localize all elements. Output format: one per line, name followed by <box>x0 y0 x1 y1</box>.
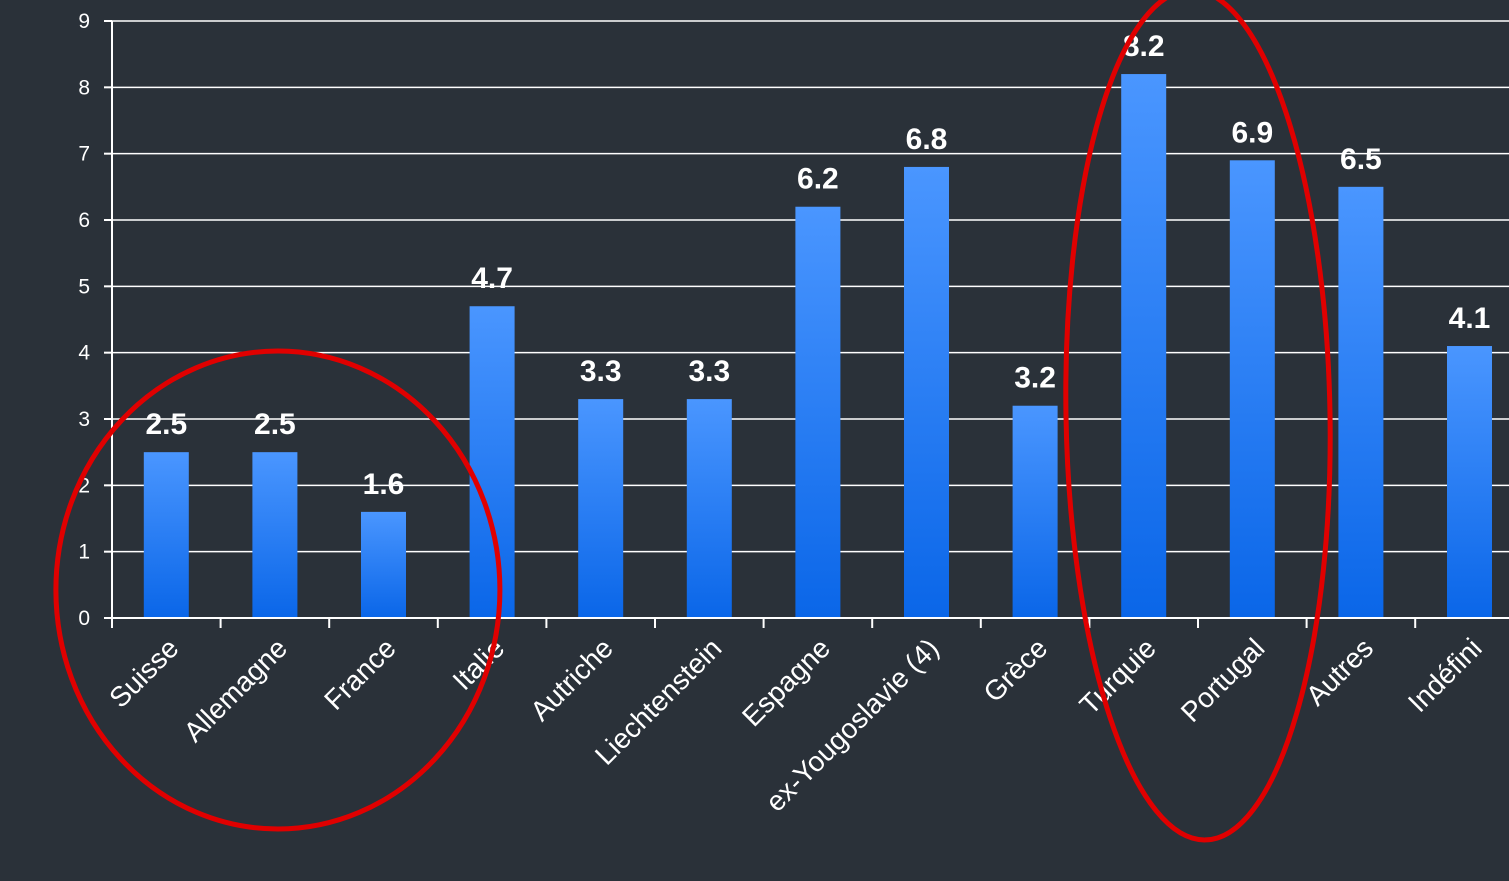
y-tick-label: 1 <box>78 541 90 564</box>
data-label: 3.3 <box>580 355 622 388</box>
category-label: Turquie <box>1074 632 1162 720</box>
data-label: 1.6 <box>363 468 405 501</box>
data-label: 6.2 <box>797 163 839 196</box>
bar <box>361 511 406 618</box>
bar <box>795 206 841 618</box>
data-label: 2.5 <box>254 408 296 441</box>
y-tick-label: 2 <box>78 474 90 497</box>
data-label: 2.5 <box>145 408 187 441</box>
y-tick-label: 6 <box>78 209 90 232</box>
data-label: 4.1 <box>1449 302 1491 335</box>
category-label: Espagne <box>736 632 836 732</box>
y-tick-label: 7 <box>78 143 90 166</box>
category-label: Indéfini <box>1402 632 1488 718</box>
bar <box>578 399 624 618</box>
y-tick-label: 3 <box>78 408 90 431</box>
x-axis <box>104 20 1509 628</box>
data-label: 3.3 <box>688 355 730 388</box>
bar <box>143 452 189 618</box>
category-label: Portugal <box>1175 632 1271 728</box>
data-label: 6.5 <box>1340 143 1382 176</box>
y-tick-label: 5 <box>78 275 90 298</box>
y-tick-label: 8 <box>78 76 90 99</box>
highlight-ellipse <box>1063 0 1333 843</box>
y-tick-label: 4 <box>78 342 90 365</box>
category-label: France <box>318 632 402 716</box>
bar <box>904 166 949 618</box>
data-label: 4.7 <box>471 262 513 295</box>
category-label: Suisse <box>103 632 184 713</box>
bar <box>1338 186 1384 619</box>
category-label: Autriche <box>524 632 619 727</box>
bar <box>686 399 732 618</box>
annotations <box>53 0 1333 843</box>
data-label: 6.9 <box>1231 116 1273 149</box>
data-labels: 2.5 2.51.64.73.3 3.36.26.83.28.26.96.54.1 <box>145 30 1490 501</box>
bar <box>1121 74 1167 619</box>
bars <box>143 74 1492 619</box>
bar <box>1012 405 1058 618</box>
bar <box>1447 346 1492 618</box>
category-label: Grèce <box>978 632 1054 708</box>
y-tick-label: 0 <box>78 607 90 630</box>
bar <box>1229 160 1275 619</box>
y-tick-label: 9 <box>78 10 90 33</box>
data-label: 6.8 <box>906 123 948 156</box>
bar <box>469 306 515 618</box>
y-axis-tick-labels: 0 1 2 3 4 5 6 7 8 9 <box>78 10 90 630</box>
highlight-circle <box>53 348 503 832</box>
bar <box>252 452 298 618</box>
data-label: 3.2 <box>1014 362 1056 395</box>
category-label: Allemagne <box>178 632 293 747</box>
